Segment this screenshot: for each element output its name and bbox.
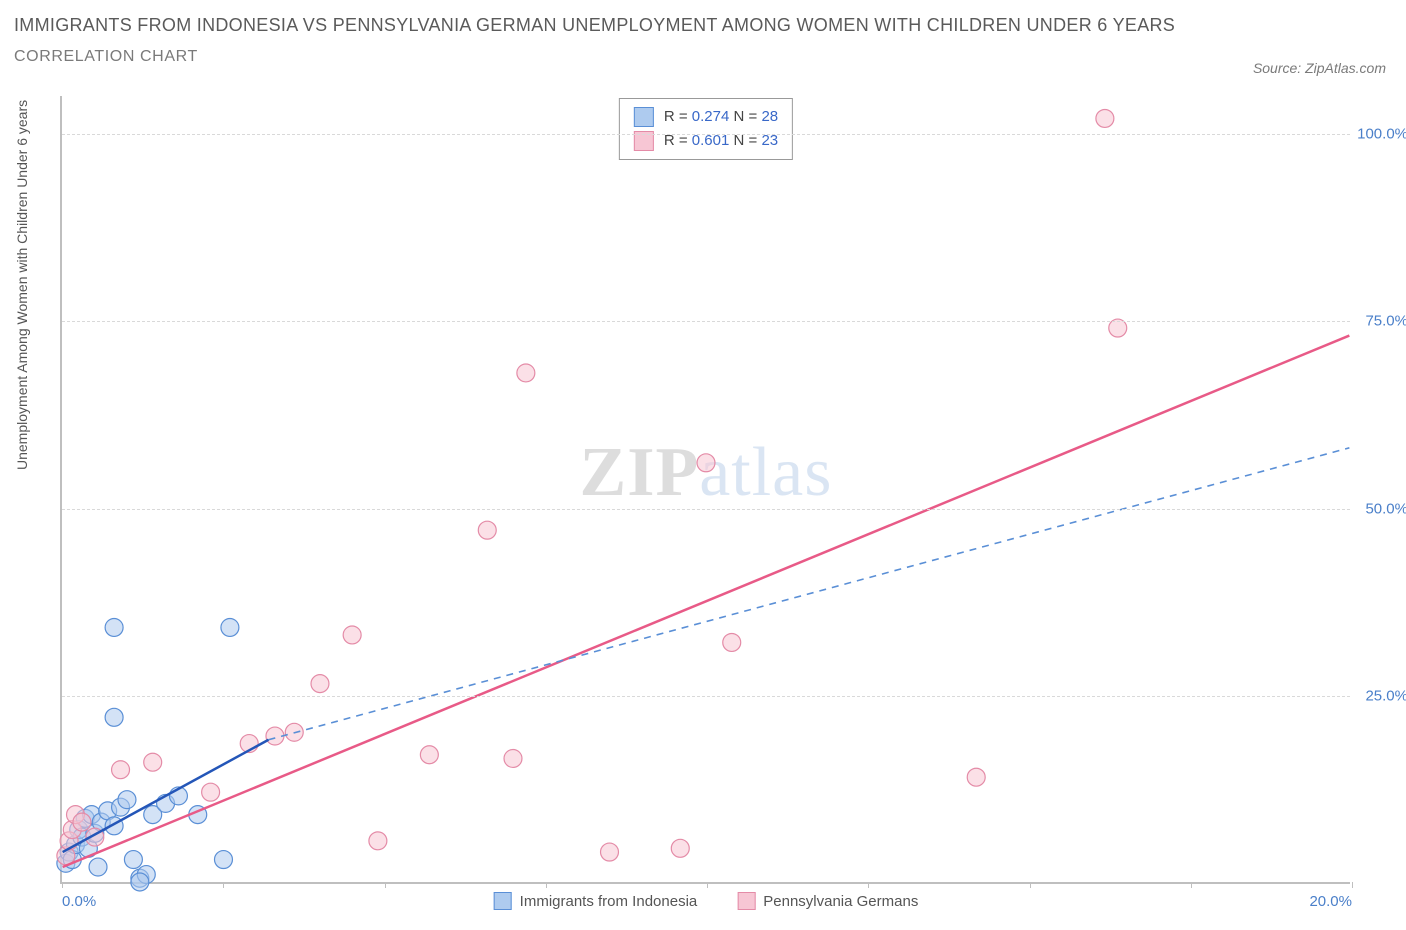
data-point bbox=[131, 873, 149, 891]
data-point bbox=[105, 708, 123, 726]
data-point bbox=[112, 761, 130, 779]
data-point bbox=[1096, 109, 1114, 127]
legend-swatch bbox=[634, 107, 654, 127]
x-tick bbox=[868, 882, 869, 888]
x-tick bbox=[1191, 882, 1192, 888]
gridline bbox=[62, 696, 1350, 697]
data-point bbox=[723, 633, 741, 651]
data-point bbox=[105, 619, 123, 637]
legend-correlation: R = 0.274 N = 28R = 0.601 N = 23 bbox=[619, 98, 793, 160]
legend-series: Immigrants from Indonesia Pennsylvania Ge… bbox=[494, 892, 919, 910]
x-tick bbox=[707, 882, 708, 888]
data-point bbox=[369, 832, 387, 850]
trend-line bbox=[63, 336, 1350, 867]
legend-swatch bbox=[737, 892, 755, 910]
gridline bbox=[62, 134, 1350, 135]
legend-label: Pennsylvania Germans bbox=[763, 893, 918, 910]
gridline bbox=[62, 321, 1350, 322]
chart-svg bbox=[62, 96, 1350, 882]
legend-item: Immigrants from Indonesia bbox=[494, 892, 698, 910]
data-point bbox=[221, 619, 239, 637]
y-tick-label: 100.0% bbox=[1357, 125, 1406, 142]
x-tick bbox=[385, 882, 386, 888]
data-point bbox=[697, 454, 715, 472]
legend-row: R = 0.274 N = 28 bbox=[634, 105, 778, 129]
data-point bbox=[517, 364, 535, 382]
data-point bbox=[420, 746, 438, 764]
x-tick-label: 20.0% bbox=[1309, 893, 1352, 910]
x-tick bbox=[223, 882, 224, 888]
source-label: Source: ZipAtlas.com bbox=[1253, 60, 1386, 76]
x-tick bbox=[1030, 882, 1031, 888]
title-block: IMMIGRANTS FROM INDONESIA VS PENNSYLVANI… bbox=[14, 12, 1286, 66]
x-tick bbox=[546, 882, 547, 888]
x-tick-label: 0.0% bbox=[62, 893, 96, 910]
data-point bbox=[671, 839, 689, 857]
legend-stat: R = 0.274 N = 28 bbox=[664, 105, 778, 129]
y-tick-label: 25.0% bbox=[1365, 688, 1406, 705]
legend-swatch bbox=[494, 892, 512, 910]
x-tick bbox=[62, 882, 63, 888]
data-point bbox=[202, 783, 220, 801]
chart-subtitle: CORRELATION CHART bbox=[14, 48, 1286, 66]
x-tick bbox=[1352, 882, 1353, 888]
gridline bbox=[62, 509, 1350, 510]
data-point bbox=[144, 753, 162, 771]
data-point bbox=[215, 851, 233, 869]
legend-item: Pennsylvania Germans bbox=[737, 892, 918, 910]
data-point bbox=[118, 791, 136, 809]
y-tick-label: 50.0% bbox=[1365, 500, 1406, 517]
data-point bbox=[478, 521, 496, 539]
legend-label: Immigrants from Indonesia bbox=[520, 893, 698, 910]
data-point bbox=[124, 851, 142, 869]
data-point bbox=[73, 813, 91, 831]
plot-area: ZIPatlas R = 0.274 N = 28R = 0.601 N = 2… bbox=[60, 96, 1350, 884]
y-tick-label: 75.0% bbox=[1365, 313, 1406, 330]
data-point bbox=[311, 675, 329, 693]
data-point bbox=[89, 858, 107, 876]
data-point bbox=[967, 768, 985, 786]
y-axis-label: Unemployment Among Women with Children U… bbox=[14, 100, 30, 470]
chart-title: IMMIGRANTS FROM INDONESIA VS PENNSYLVANI… bbox=[14, 12, 1286, 40]
data-point bbox=[343, 626, 361, 644]
data-point bbox=[601, 843, 619, 861]
data-point bbox=[504, 750, 522, 768]
